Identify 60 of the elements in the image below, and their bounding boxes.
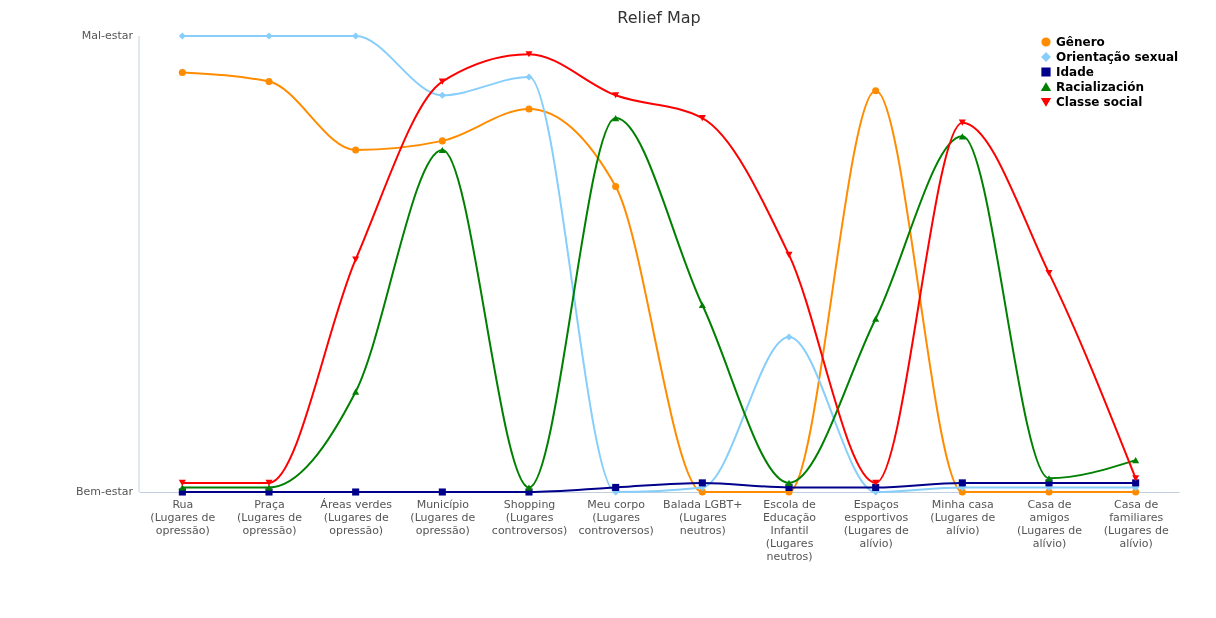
point: [698, 115, 706, 122]
point: [178, 479, 186, 486]
legend-label: Gênero: [1056, 35, 1105, 49]
point: [612, 92, 620, 99]
point: [178, 68, 186, 77]
x-tick-label: Município (Lugares de opressão): [410, 497, 476, 537]
x-tick-label: Minha casa (Lugares de alívio): [930, 497, 996, 537]
point: [265, 484, 273, 491]
point: [352, 146, 360, 154]
point: [1132, 475, 1140, 482]
x-tick-label: Shopping (Lugares controversos): [491, 497, 568, 537]
point: [612, 483, 620, 491]
point: [178, 484, 186, 491]
point: [525, 105, 533, 113]
point: [612, 115, 620, 122]
x-tick-label: Áreas verdes (Lugares de opressão): [320, 497, 393, 537]
point: [352, 388, 360, 395]
point: [438, 146, 446, 154]
x-tick-label: Escola de Educação Infantil (Lugares neutros): [762, 497, 817, 563]
x-tick-label: Balada LGBT+ (Lugares neutros): [663, 497, 743, 537]
point: [698, 479, 706, 487]
point: [872, 87, 880, 95]
point: [525, 484, 533, 491]
point: [352, 256, 360, 263]
point: [265, 32, 273, 40]
point: [525, 73, 533, 81]
point: [1045, 270, 1053, 277]
text: Bem-estar: [75, 485, 134, 498]
point: [1132, 457, 1140, 464]
point: [872, 483, 880, 491]
point: [438, 488, 446, 496]
point: [785, 251, 793, 258]
point: [352, 32, 360, 40]
point: [698, 301, 706, 309]
x-tick-label: Praça (Lugares de opressão): [237, 497, 303, 537]
chart-title: Relief Map: [617, 8, 701, 27]
legend-label: Racialización: [1056, 80, 1144, 94]
x-tick-label: Casa de amigos (Lugares de alívio): [1017, 497, 1083, 550]
point: [612, 182, 620, 191]
point: [785, 333, 793, 341]
point: [352, 488, 360, 496]
legend-label: Classe social: [1056, 95, 1143, 109]
point: [872, 315, 880, 322]
point: [525, 51, 533, 58]
x-tick-label: Casa de familiares (Lugares de alívio): [1103, 497, 1169, 550]
legend-label: Orientação sexual: [1056, 50, 1179, 64]
x-tick-label: Rua (Lugares de opressão): [150, 497, 216, 537]
x-tick-label: Espaços espportivos (Lugares de alívio): [843, 497, 909, 550]
x-tick-label: Meu corpo (Lugares controversos): [578, 497, 654, 537]
legend-label: Idade: [1056, 65, 1094, 79]
point: [958, 479, 966, 487]
point: [438, 91, 446, 99]
point: [438, 137, 446, 145]
point: [265, 78, 273, 86]
point: [265, 479, 273, 486]
point: [1132, 479, 1140, 487]
text: Mal-estar: [81, 29, 134, 42]
point: [785, 479, 793, 486]
point: [178, 32, 186, 40]
point: [872, 479, 880, 486]
